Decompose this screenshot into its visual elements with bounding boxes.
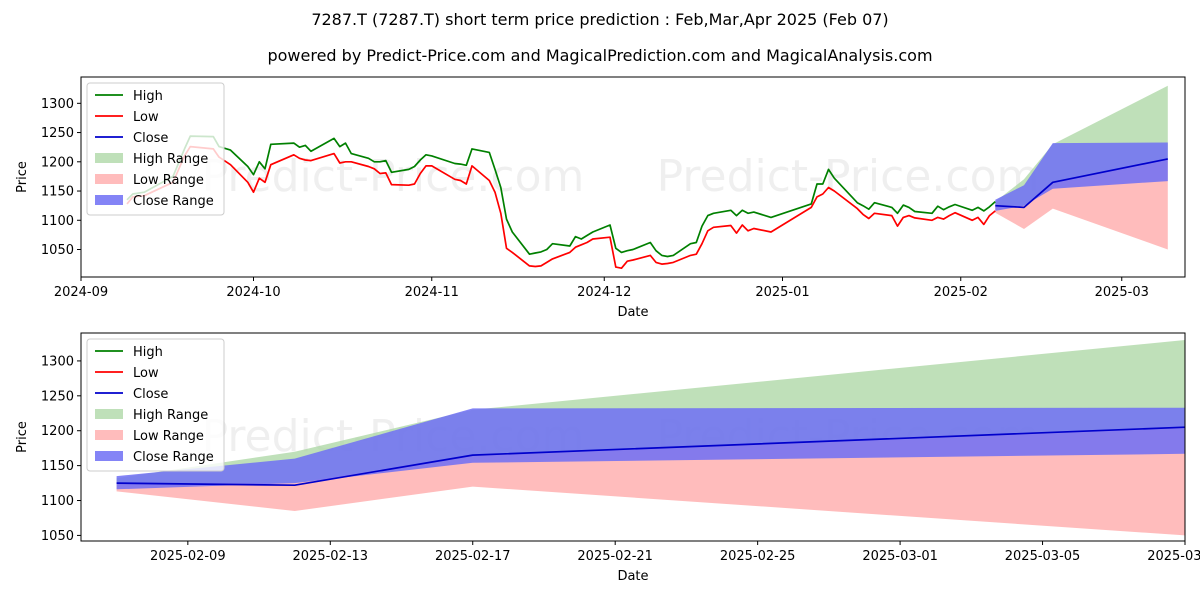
y-tick-label: 1250 bbox=[41, 126, 74, 141]
y-tick-label: 1300 bbox=[41, 97, 74, 112]
watermark-text: Predict-Price.com bbox=[202, 151, 585, 202]
y-axis-label: Price bbox=[15, 161, 30, 193]
legend-label: Close bbox=[133, 131, 168, 146]
x-tick-label: 2025-02-17 bbox=[435, 549, 511, 564]
y-tick-label: 1050 bbox=[41, 529, 74, 544]
x-tick-label: 2025-03-01 bbox=[862, 549, 938, 564]
chart-subtitle: powered by Predict-Price.com and Magical… bbox=[267, 46, 933, 65]
legend-label: Low Range bbox=[133, 173, 204, 188]
legend-label: Low Range bbox=[133, 429, 204, 444]
y-tick-label: 1100 bbox=[41, 214, 74, 229]
x-tick-label: 2025-02-21 bbox=[577, 549, 653, 564]
y-tick-label: 1200 bbox=[41, 155, 74, 170]
legend-swatch-high-range bbox=[95, 153, 123, 163]
legend-label: High Range bbox=[133, 408, 208, 423]
y-tick-label: 1100 bbox=[41, 494, 74, 509]
series-line-high bbox=[126, 135, 996, 258]
x-tick-label: 2024-12 bbox=[577, 285, 631, 300]
legend: High Low Close High Range Low Range Close Ran… bbox=[86, 82, 225, 216]
axes-frame bbox=[80, 332, 1186, 542]
legend-label: High Range bbox=[133, 152, 208, 167]
legend-label: High bbox=[133, 89, 163, 104]
y-tick-label: 1050 bbox=[41, 243, 74, 258]
legend-label: High bbox=[133, 345, 163, 360]
x-tick-label: 2025-02-13 bbox=[293, 549, 369, 564]
legend: High Low Close High Range Low Range Close Ran… bbox=[86, 338, 225, 472]
series-line-close bbox=[116, 426, 1185, 487]
legend-swatch-close-range bbox=[95, 451, 123, 461]
x-tick-label: 2025-01 bbox=[755, 285, 809, 300]
legend-label: Close Range bbox=[133, 194, 214, 209]
series-line-close bbox=[995, 158, 1168, 209]
y-tick-label: 1150 bbox=[41, 459, 74, 474]
legend-label: Close bbox=[133, 387, 168, 402]
legend-label: Low bbox=[133, 110, 159, 125]
x-tick-label: 2025-03-09 bbox=[1147, 549, 1200, 564]
y-tick-label: 1250 bbox=[41, 389, 74, 404]
legend-swatch-close-range bbox=[95, 195, 123, 205]
x-tick-label: 2025-02 bbox=[934, 285, 988, 300]
legend-swatch-low-range bbox=[95, 174, 123, 184]
chart-panel-1: Predict-Price.com Predict-Price.com 2024-0… bbox=[15, 76, 1186, 320]
axes-frame bbox=[80, 76, 1186, 278]
y-tick-label: 1300 bbox=[41, 354, 74, 369]
x-tick-label: 2025-02-25 bbox=[720, 549, 796, 564]
x-tick-label: 2024-09 bbox=[54, 285, 108, 300]
legend-label: Low bbox=[133, 366, 159, 381]
plot-area: Predict-Price.com Predict-Price.com bbox=[126, 85, 1168, 270]
x-tick-label: 2024-10 bbox=[226, 285, 280, 300]
legend-swatch-low-range bbox=[95, 430, 123, 440]
chart-title: 7287.T (7287.T) short term price predict… bbox=[311, 10, 889, 29]
y-tick-label: 1150 bbox=[41, 185, 74, 200]
watermark-text: Predict-Price.com bbox=[657, 151, 1040, 202]
series-line-low bbox=[126, 145, 996, 270]
x-tick-label: 2025-02-09 bbox=[150, 549, 226, 564]
x-axis-label: Date bbox=[617, 305, 648, 320]
x-tick-label: 2024-11 bbox=[405, 285, 459, 300]
x-axis-label: Date bbox=[617, 569, 648, 584]
x-tick-label: 2025-03-05 bbox=[1005, 549, 1081, 564]
x-tick-label: 2025-03 bbox=[1095, 285, 1149, 300]
y-tick-label: 1200 bbox=[41, 424, 74, 439]
y-axis-label: Price bbox=[15, 421, 30, 453]
legend-swatch-high-range bbox=[95, 409, 123, 419]
legend-label: Close Range bbox=[133, 450, 214, 465]
